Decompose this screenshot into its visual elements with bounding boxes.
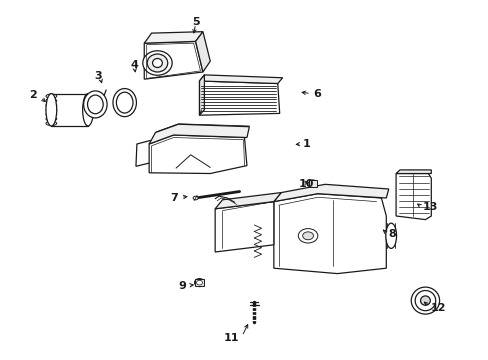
Text: 1: 1 [303, 139, 310, 149]
Polygon shape [199, 81, 279, 115]
Ellipse shape [46, 94, 57, 98]
Polygon shape [273, 184, 388, 202]
Ellipse shape [46, 112, 57, 116]
Ellipse shape [46, 108, 57, 112]
Ellipse shape [46, 99, 57, 103]
Polygon shape [215, 193, 281, 209]
Text: 8: 8 [388, 229, 396, 239]
Polygon shape [273, 194, 386, 274]
Ellipse shape [152, 59, 162, 68]
Ellipse shape [298, 229, 317, 243]
Polygon shape [144, 32, 203, 43]
Ellipse shape [142, 51, 172, 75]
Ellipse shape [194, 279, 204, 287]
Text: 13: 13 [422, 202, 437, 212]
Text: 7: 7 [170, 193, 178, 203]
Ellipse shape [46, 117, 57, 121]
Text: 6: 6 [312, 89, 320, 99]
Ellipse shape [420, 296, 429, 305]
Polygon shape [199, 75, 204, 115]
Ellipse shape [414, 291, 435, 311]
Ellipse shape [385, 223, 396, 248]
Polygon shape [215, 202, 273, 252]
Ellipse shape [116, 92, 133, 113]
Ellipse shape [302, 232, 313, 240]
Ellipse shape [46, 103, 57, 107]
Text: 9: 9 [178, 281, 185, 291]
Polygon shape [149, 124, 249, 144]
Polygon shape [149, 135, 246, 174]
Ellipse shape [147, 54, 167, 72]
Polygon shape [136, 140, 150, 166]
Polygon shape [195, 32, 210, 72]
Ellipse shape [82, 94, 93, 126]
Polygon shape [308, 180, 317, 187]
Ellipse shape [308, 180, 316, 187]
Ellipse shape [46, 94, 57, 126]
Ellipse shape [87, 95, 103, 114]
Polygon shape [144, 41, 203, 79]
Ellipse shape [193, 196, 198, 200]
Ellipse shape [46, 121, 57, 126]
Polygon shape [199, 75, 282, 84]
Ellipse shape [196, 280, 202, 285]
Text: 3: 3 [94, 71, 102, 81]
Text: 2: 2 [29, 90, 37, 100]
Ellipse shape [113, 89, 136, 117]
Text: 12: 12 [429, 303, 445, 313]
Text: 4: 4 [130, 60, 138, 70]
Ellipse shape [410, 287, 439, 314]
Text: 11: 11 [224, 333, 239, 343]
Ellipse shape [83, 91, 107, 118]
Polygon shape [395, 170, 430, 174]
Text: 10: 10 [298, 179, 313, 189]
Text: 5: 5 [191, 17, 199, 27]
Polygon shape [194, 279, 204, 286]
Polygon shape [395, 174, 430, 220]
